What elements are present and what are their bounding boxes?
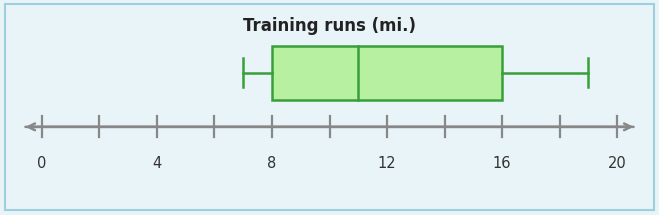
Text: 16: 16: [493, 156, 511, 171]
Text: Training runs (mi.): Training runs (mi.): [243, 17, 416, 35]
Text: 4: 4: [152, 156, 161, 171]
Text: 0: 0: [38, 156, 47, 171]
Text: 12: 12: [378, 156, 396, 171]
Bar: [272, 46, 502, 100]
Text: 8: 8: [268, 156, 277, 171]
Text: 20: 20: [608, 156, 627, 171]
